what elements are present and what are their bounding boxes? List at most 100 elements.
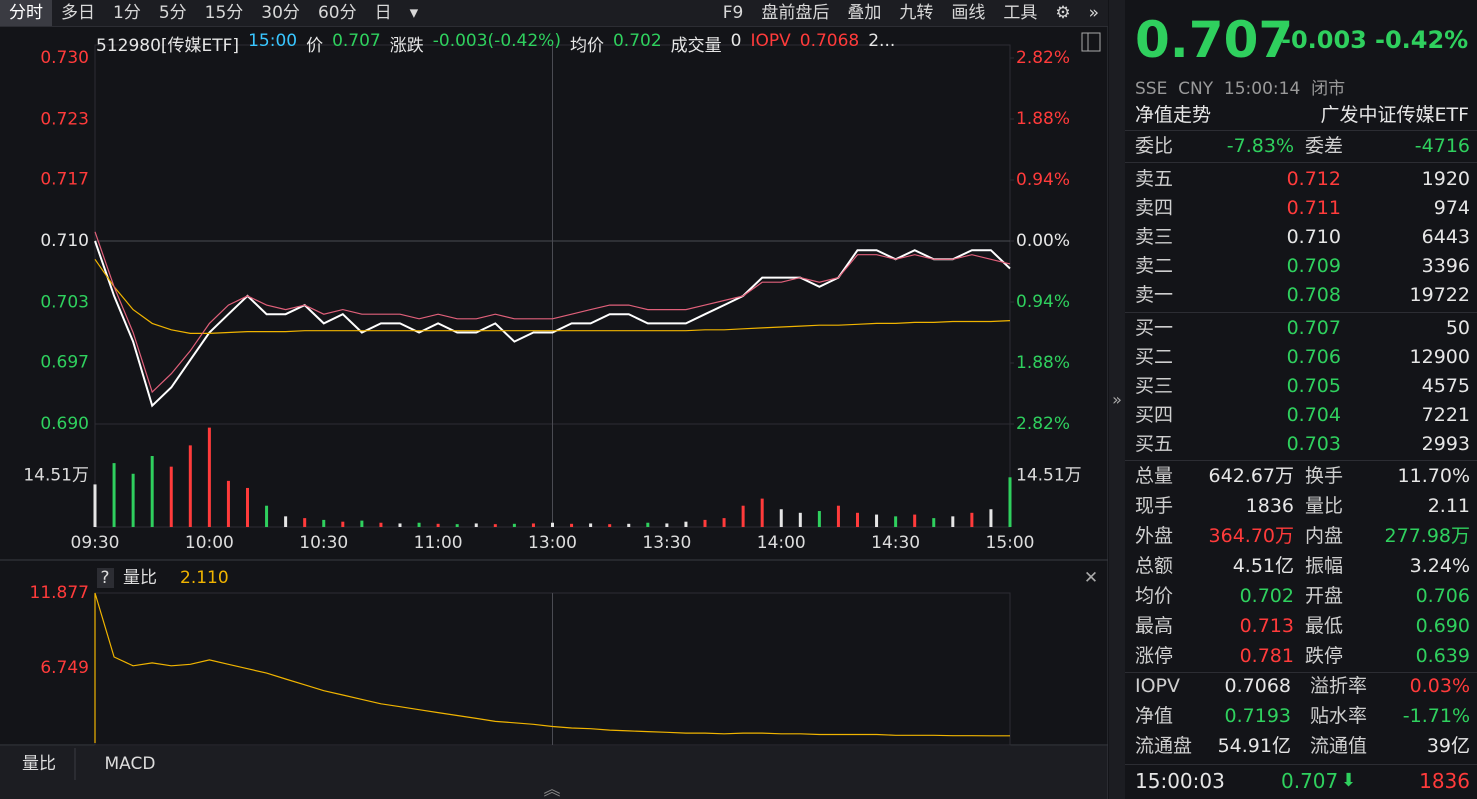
volume-bar xyxy=(627,523,631,527)
volume-bar xyxy=(703,519,707,527)
x-tick-label: 13:30 xyxy=(642,533,691,553)
field-value: -7.83% xyxy=(1226,135,1294,157)
book-volume: 12900 xyxy=(1409,346,1470,368)
close-icon[interactable]: ✕ xyxy=(1084,568,1098,588)
field-value: 642.67万 xyxy=(1208,465,1294,487)
field-value: 4.51亿 xyxy=(1232,555,1294,577)
tool-button[interactable]: 画线 xyxy=(951,3,986,23)
volume-bar xyxy=(1008,477,1012,527)
separator xyxy=(1125,764,1477,765)
tool-button[interactable]: F9 xyxy=(722,3,744,23)
book-volume: 4575 xyxy=(1421,375,1470,397)
volume-bar xyxy=(474,523,478,527)
field-value: 54.91亿 xyxy=(1217,735,1291,757)
y-tick-label: 0.697 xyxy=(40,353,89,373)
volume-bar xyxy=(665,523,669,527)
tick-price: 0.707 xyxy=(1281,769,1339,793)
volume-bar xyxy=(341,521,345,527)
period-tab[interactable]: 30分 xyxy=(261,3,300,23)
market-status: SSE CNY 15:00:14 闭市 xyxy=(1135,79,1346,99)
y-tick-label: 0.723 xyxy=(40,109,89,129)
help-box[interactable] xyxy=(97,568,114,588)
tick-time: 15:00:03 xyxy=(1135,769,1225,793)
separator xyxy=(1125,460,1477,461)
period-tab[interactable]: 日 xyxy=(374,3,392,23)
volume-bar xyxy=(570,523,574,527)
layout-icon[interactable] xyxy=(1081,32,1101,52)
field-value: 0.639 xyxy=(1415,645,1470,667)
tool-button[interactable]: 盘前盘后 xyxy=(761,3,830,23)
period-tab[interactable]: 15分 xyxy=(204,3,244,23)
info-item: 价 xyxy=(306,36,324,56)
book-label: 买五 xyxy=(1135,433,1174,455)
volume-bar xyxy=(207,427,211,527)
info-item: 0.7068 xyxy=(799,31,860,51)
bottom-tab[interactable]: 量比 xyxy=(22,754,56,774)
volume-bar xyxy=(150,456,154,527)
expand-icon[interactable]: ︽ xyxy=(544,780,561,799)
volume-bar xyxy=(932,518,936,527)
more-icon[interactable]: » xyxy=(1088,3,1099,23)
field-label: 跌停 xyxy=(1305,645,1344,667)
field-label: 总额 xyxy=(1135,555,1174,577)
volume-bar xyxy=(265,505,269,527)
info-item: 0 xyxy=(730,31,742,51)
volume-bar xyxy=(188,445,192,527)
volume-bar xyxy=(551,522,554,527)
volume-bar xyxy=(169,466,173,527)
field-label: 均价 xyxy=(1135,585,1174,607)
collapse-bar[interactable]: » xyxy=(1109,0,1125,799)
y-tick-label: 0.710 xyxy=(40,231,89,251)
volume-bar xyxy=(455,524,459,527)
field-label: IOPV xyxy=(1135,675,1181,697)
field-label: 换手 xyxy=(1305,465,1344,487)
book-volume: 974 xyxy=(1433,197,1470,219)
volume-bar xyxy=(989,509,993,527)
info-item: 成交量 xyxy=(670,36,722,56)
volume-bar xyxy=(131,473,135,527)
period-tab[interactable]: 60分 xyxy=(317,3,357,23)
book-price: 0.707 xyxy=(1286,317,1341,339)
period-tab[interactable]: 5分 xyxy=(158,3,187,23)
volume-bar xyxy=(760,498,764,527)
help-icon[interactable]: ? xyxy=(100,568,109,588)
volume-bar xyxy=(322,519,326,527)
y2-tick-label: 0.94% xyxy=(1016,292,1070,312)
bottom-tab[interactable]: MACD xyxy=(105,754,156,774)
volume-bar xyxy=(894,516,898,527)
x-tick-label: 11:00 xyxy=(414,533,463,553)
volume-bar xyxy=(913,514,917,527)
period-tab[interactable]: 分时 xyxy=(0,0,52,26)
info-item: IOPV xyxy=(750,31,791,51)
volume-bar xyxy=(226,480,230,527)
field-label: 委比 xyxy=(1135,135,1174,157)
book-label: 买二 xyxy=(1135,346,1174,368)
book-label: 买一 xyxy=(1135,317,1174,339)
tool-button[interactable]: 叠加 xyxy=(847,3,882,23)
book-price: 0.703 xyxy=(1286,433,1341,455)
field-label: 开盘 xyxy=(1305,585,1344,607)
volume-bar xyxy=(398,523,402,527)
period-tab[interactable]: 多日 xyxy=(61,3,95,23)
volume-bar xyxy=(531,523,535,527)
field-label: 委差 xyxy=(1305,135,1344,157)
info-item: 涨跌 xyxy=(389,36,424,56)
y-tick-label: 0.730 xyxy=(40,48,89,68)
period-tab[interactable]: 1分 xyxy=(113,3,141,23)
volume-bar xyxy=(836,505,840,527)
volume-bar xyxy=(493,524,497,527)
volume-bar xyxy=(512,523,516,527)
tool-button[interactable]: 九转 xyxy=(899,3,934,23)
ratio-line xyxy=(94,592,1010,743)
separator xyxy=(1125,312,1477,313)
volume-bar xyxy=(379,522,383,527)
field-value: 0.690 xyxy=(1415,615,1470,637)
volume-bar xyxy=(856,512,859,527)
separator xyxy=(1125,672,1477,673)
book-label: 卖五 xyxy=(1135,168,1174,190)
dropdown[interactable]: ▾ xyxy=(409,3,419,23)
field-value: 0.7068 xyxy=(1224,675,1291,697)
y-tick-label: 0.690 xyxy=(40,414,89,434)
settings-icon[interactable]: ⚙ xyxy=(1055,3,1071,23)
tool-button[interactable]: 工具 xyxy=(1003,3,1038,23)
